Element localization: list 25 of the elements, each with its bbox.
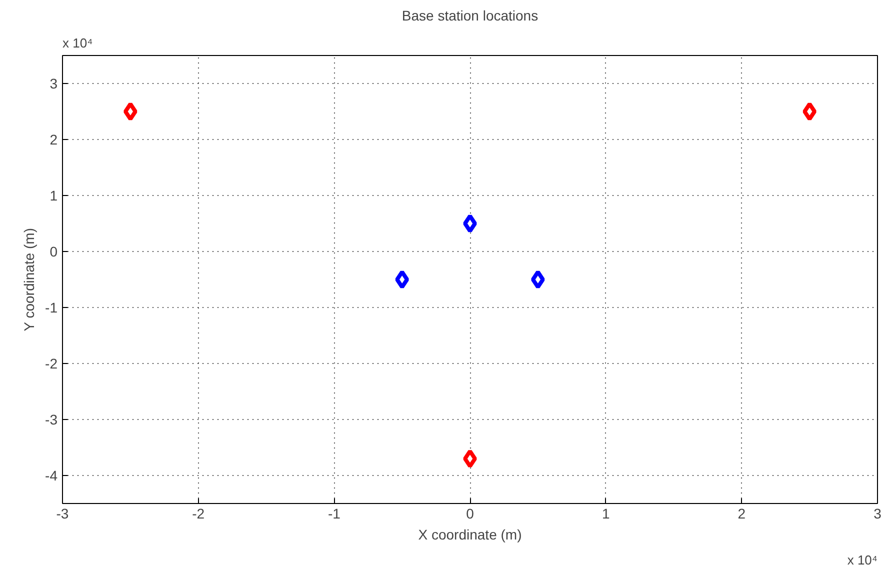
x-tick-label: 0: [466, 506, 474, 522]
y-axis-title: Y coordinate (m): [21, 228, 38, 332]
x-tick-label: 3: [874, 506, 882, 522]
y-tick-label: -4: [45, 468, 58, 484]
x-tick-label: -2: [192, 506, 205, 522]
x-tick-label: 2: [738, 506, 746, 522]
text: x 10⁴: [847, 552, 878, 568]
y-tick-label: 2: [50, 132, 58, 148]
point: [463, 449, 477, 468]
point: [802, 102, 817, 121]
point: [123, 102, 138, 121]
chart-title: Base station locations: [402, 8, 538, 24]
point: [530, 270, 545, 289]
y-tick-label: 1: [50, 188, 58, 204]
x-tick-label: 1: [602, 506, 610, 522]
y-tick-label: -2: [45, 356, 58, 372]
point: [463, 214, 477, 233]
x-tick-label: -1: [328, 506, 341, 522]
y-tick-label: -3: [45, 412, 58, 428]
x-axis-title: X coordinate (m): [418, 526, 522, 542]
y-tick-label: -1: [45, 300, 58, 316]
y-tick-label: 0: [50, 244, 58, 260]
text: x 10⁴: [62, 36, 93, 50]
y-tick-label: 3: [50, 76, 58, 92]
point: [395, 270, 410, 289]
